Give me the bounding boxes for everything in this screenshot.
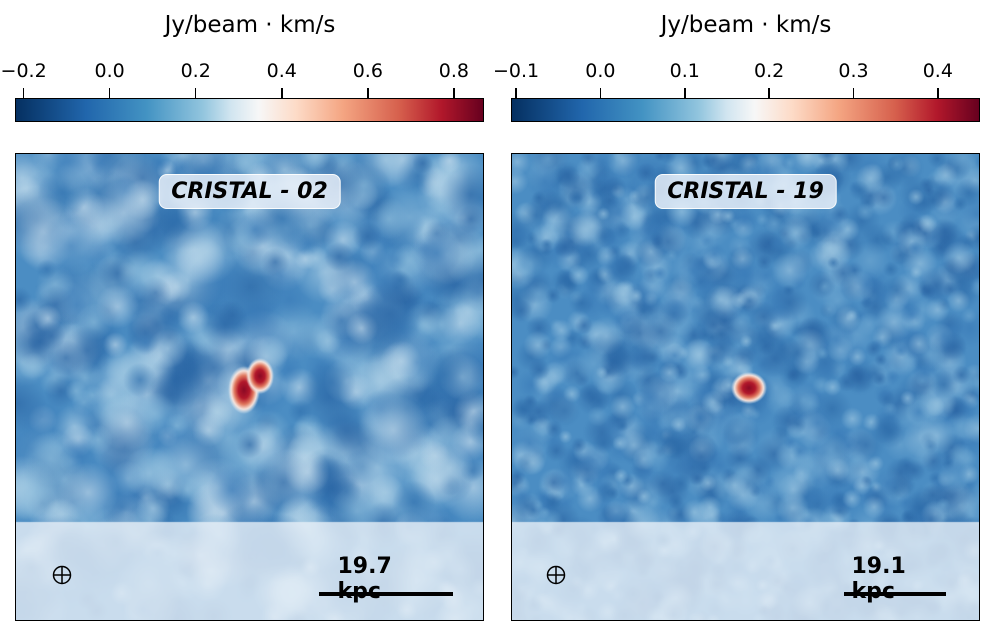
colorbar-tick-label: 0.3 xyxy=(838,60,869,82)
scale-bar-label: 19.7 kpc xyxy=(337,554,392,604)
colorbar-tick-label: −0.1 xyxy=(492,60,540,82)
map-panel-cristal-02: CRISTAL - 02 19.7 kpc xyxy=(15,153,484,621)
colorbar-tick-label: 0.0 xyxy=(94,60,125,82)
panel-title: CRISTAL - 02 xyxy=(158,174,341,209)
colorbar-tick xyxy=(453,88,455,98)
colorbar-tick-label: 0.2 xyxy=(180,60,211,82)
colorbar-tick-label: 0.2 xyxy=(754,60,785,82)
colorbar-label: Jy/beam · km/s xyxy=(660,12,832,38)
intensity-map xyxy=(16,154,483,620)
colorbar-tick xyxy=(367,88,369,98)
scale-bar xyxy=(319,592,453,596)
scale-bar xyxy=(844,592,946,596)
beam-ellipse-icon xyxy=(52,565,72,585)
colorbar-tick-label: 0.4 xyxy=(266,60,297,82)
colorbar xyxy=(15,98,484,122)
colorbar-tick-label: 0.0 xyxy=(585,60,616,82)
colorbar-tick xyxy=(22,88,25,98)
scale-bar-label: 19.1 kpc xyxy=(851,554,906,604)
intensity-map xyxy=(512,154,979,620)
colorbar-tick xyxy=(852,88,855,98)
colorbar-tick-label: 0.6 xyxy=(352,60,383,82)
colorbar-label: Jy/beam · km/s xyxy=(164,12,336,38)
colorbar-tick xyxy=(684,88,686,98)
colorbar-tick xyxy=(515,88,517,98)
colorbar-tick xyxy=(281,88,283,98)
colorbar-tick xyxy=(194,88,197,98)
panel-title: CRISTAL - 19 xyxy=(654,174,837,209)
colorbar-tick xyxy=(108,88,111,98)
colorbar-tick xyxy=(599,88,602,98)
colorbar-tick xyxy=(768,88,770,98)
beam-ellipse-icon xyxy=(546,565,566,585)
colorbar-tick-label: 0.1 xyxy=(669,60,700,82)
colorbar xyxy=(511,98,980,122)
colorbar-tick-label: −0.2 xyxy=(0,60,47,82)
colorbar-tick xyxy=(937,88,939,98)
map-panel-cristal-19: CRISTAL - 19 19.1 kpc xyxy=(511,153,980,621)
colorbar-tick-label: 0.4 xyxy=(922,60,953,82)
colorbar-tick-label: 0.8 xyxy=(438,60,469,82)
